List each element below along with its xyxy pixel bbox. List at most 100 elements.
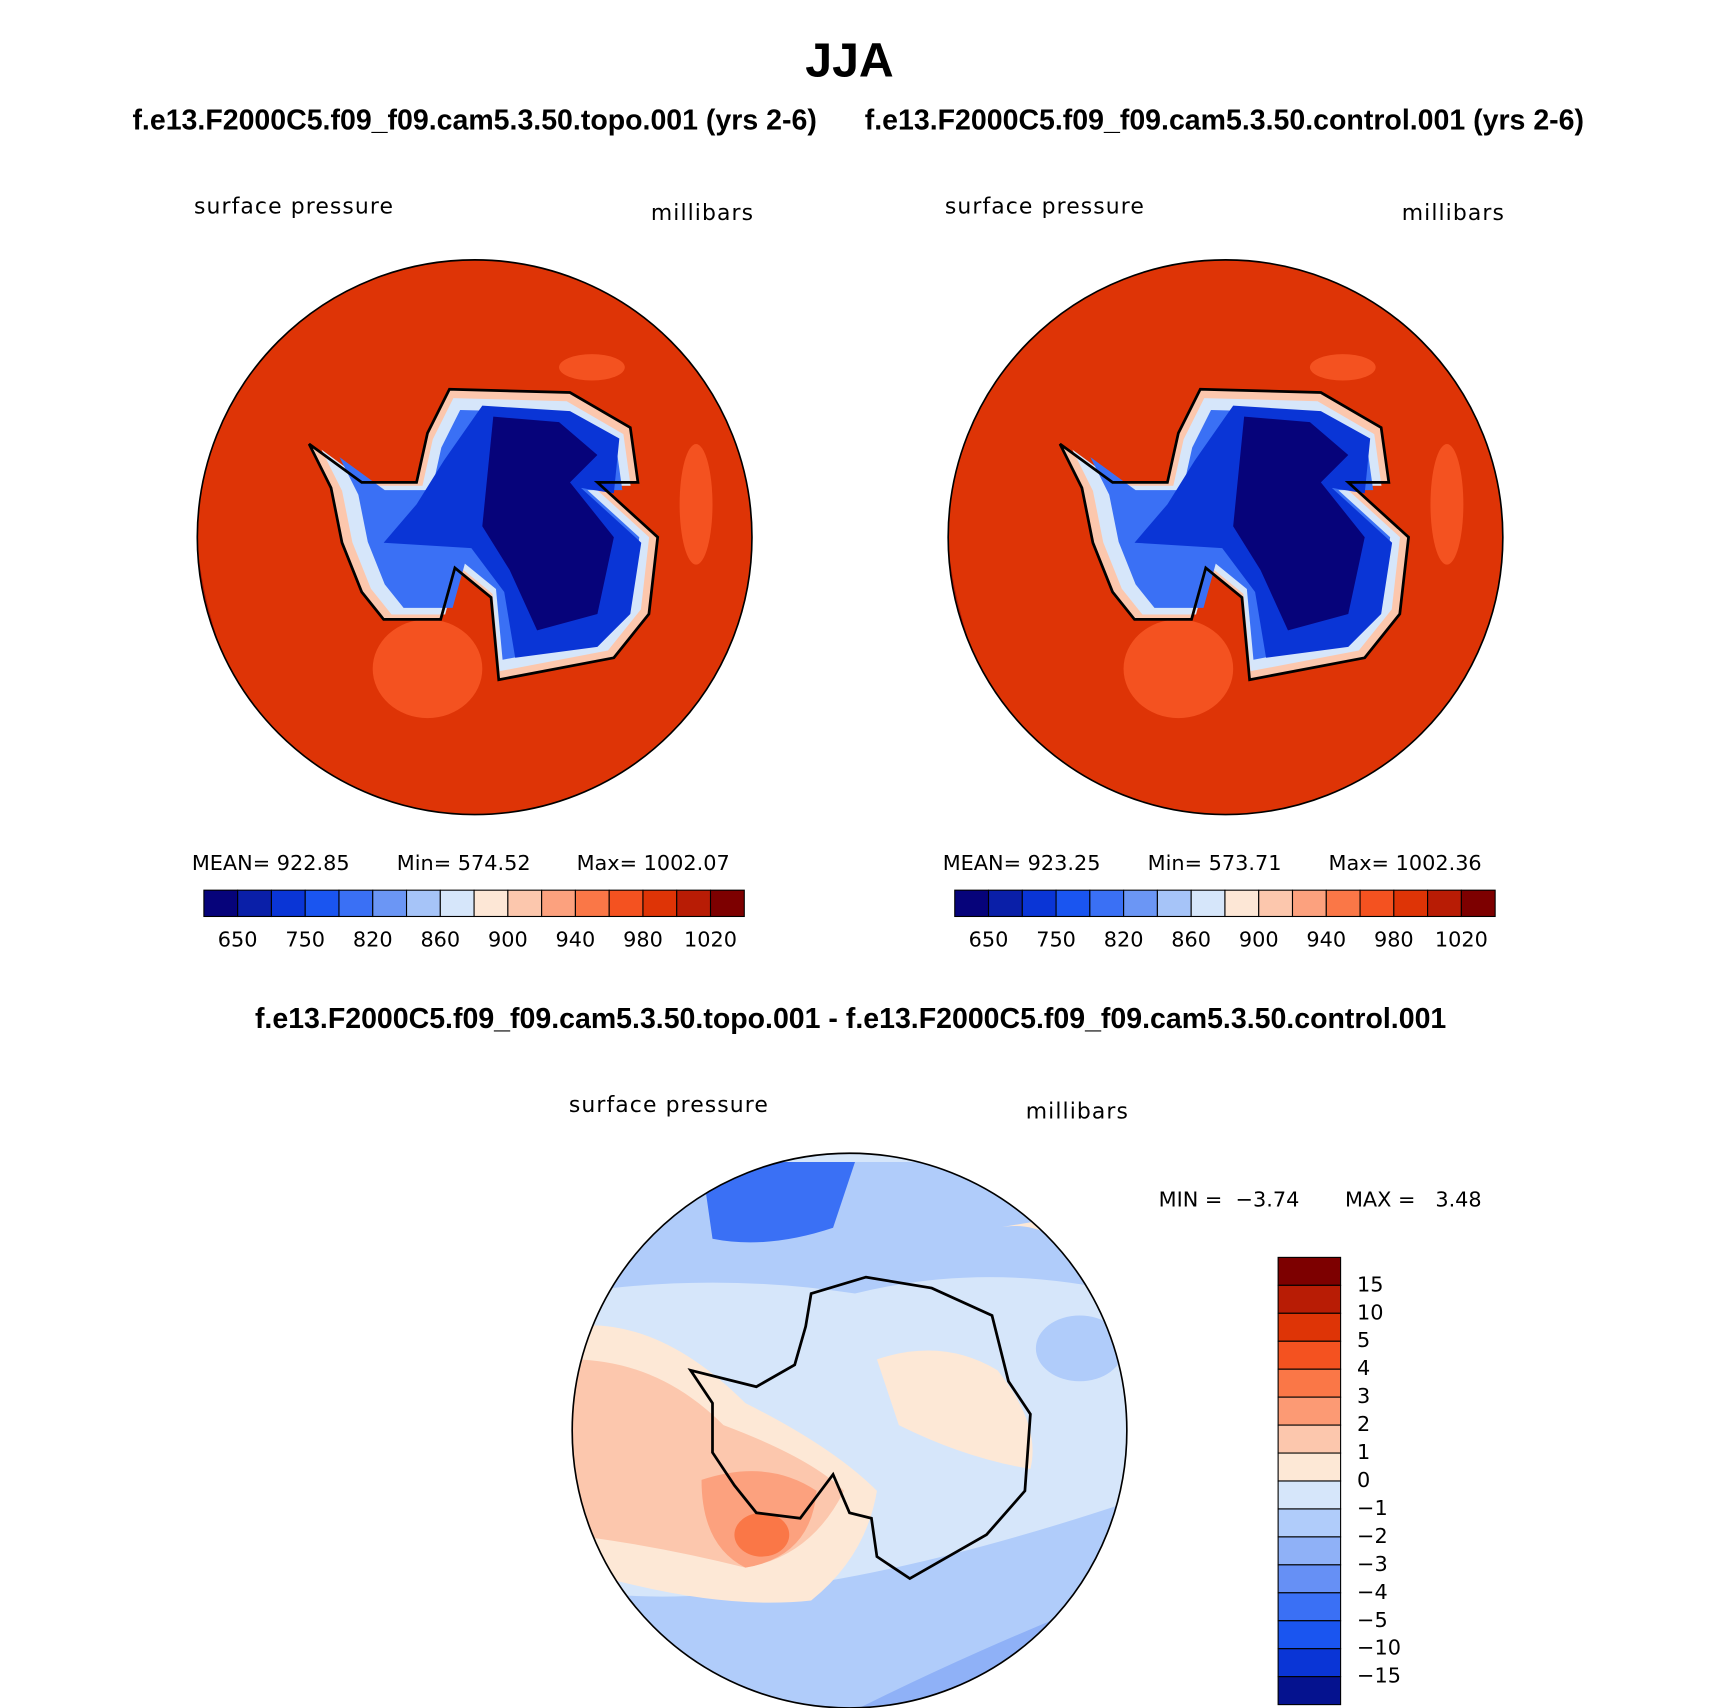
colorbar-box (1055, 889, 1091, 918)
colorbar-box (1277, 1424, 1342, 1454)
colorbar-box (1258, 889, 1294, 918)
colorbar-box (1277, 1564, 1342, 1594)
colorbar-label: 2 (1357, 1412, 1370, 1436)
colorbar-box (338, 889, 374, 918)
colorbar-box (987, 889, 1023, 918)
colorbar-label: 820 (1104, 928, 1144, 952)
colorbar-label: −15 (1357, 1664, 1401, 1688)
stat: MEAN= 922.85 (192, 851, 350, 875)
colorbar-label: 10 (1357, 1300, 1383, 1324)
colorbar-label: −3 (1357, 1552, 1388, 1576)
colorbar-box (1277, 1480, 1342, 1510)
colorbar-box (954, 889, 990, 918)
panel-title: f.e13.F2000C5.f09_f09.cam5.3.50.control.… (865, 104, 1584, 136)
colorbar-box (203, 889, 239, 918)
colorbar-label: −1 (1357, 1496, 1388, 1520)
colorbar-box (709, 889, 745, 918)
colorbar-box (1224, 889, 1260, 918)
colorbar-box (507, 889, 543, 918)
panel-title: f.e13.F2000C5.f09_f09.cam5.3.50.topo.001… (132, 104, 816, 136)
colorbar-label: 940 (1306, 928, 1346, 952)
units-label: millibars (1026, 1100, 1129, 1125)
colorbar-label: 3 (1357, 1384, 1370, 1408)
colorbar-label: 750 (1036, 928, 1076, 952)
colorbar-box (1277, 1312, 1342, 1342)
colorbar-box (1277, 1676, 1342, 1706)
colorbar-box (1325, 889, 1361, 918)
colorbar-box (1277, 1508, 1342, 1538)
units-label: millibars (1402, 201, 1505, 226)
stat: MIN = −3.74 (1159, 1187, 1300, 1211)
colorbar-label: 860 (420, 928, 460, 952)
colorbar-label: 860 (1171, 928, 1211, 952)
colorbar-box (1291, 889, 1327, 918)
colorbar-box (1277, 1648, 1342, 1678)
colorbar-box (1277, 1620, 1342, 1650)
colorbar-label: 900 (488, 928, 528, 952)
colorbar-box (574, 889, 610, 918)
panel-title: f.e13.F2000C5.f09_f09.cam5.3.50.topo.001… (255, 1003, 1446, 1035)
colorbar-box (1427, 889, 1462, 918)
colorbar-label: 1020 (1435, 928, 1488, 952)
colorbar-label: 940 (556, 928, 596, 952)
map (571, 1152, 1128, 1708)
colorbar-label: 650 (969, 928, 1009, 952)
colorbar-box (1156, 889, 1192, 918)
colorbar-box (304, 889, 340, 918)
colorbar-label: 4 (1357, 1356, 1370, 1380)
colorbar-box (439, 889, 475, 918)
colorbar-box (270, 889, 306, 918)
colorbar-label: 750 (285, 928, 325, 952)
main-title: JJA (805, 33, 893, 87)
variable-label: surface pressure (569, 1093, 769, 1118)
colorbar-box (1359, 889, 1395, 918)
colorbar-label: 980 (623, 928, 663, 952)
colorbar-box (1277, 1256, 1342, 1286)
colorbar-label: 0 (1357, 1468, 1370, 1492)
colorbar-box (642, 889, 678, 918)
colorbar-box (1089, 889, 1125, 918)
colorbar-label: 15 (1357, 1272, 1383, 1296)
colorbar-box (1460, 889, 1496, 918)
colorbar-label: −10 (1357, 1636, 1401, 1660)
panel: f.e13.F2000C5.f09_f09.cam5.3.50.topo.001… (132, 104, 816, 875)
colorbar-box (237, 889, 272, 918)
colorbar-label: 980 (1374, 928, 1414, 952)
colorbar-box (1277, 1284, 1342, 1314)
difference-panel: f.e13.F2000C5.f09_f09.cam5.3.50.topo.001… (255, 1003, 1482, 1708)
colorbar-box (1190, 889, 1226, 918)
colorbar-box (372, 889, 408, 918)
variable-label: surface pressure (945, 194, 1145, 219)
colorbar-box (1123, 889, 1158, 918)
colorbar-label: 1 (1357, 1440, 1370, 1464)
map (915, 260, 1503, 833)
colorbar-box (541, 889, 576, 918)
colorbar-box (608, 889, 644, 918)
colorbar-box (1277, 1592, 1342, 1622)
colorbar-box (1277, 1368, 1342, 1398)
colorbar-label: −2 (1357, 1524, 1388, 1548)
units-label: millibars (651, 201, 754, 226)
colorbar-label: 820 (353, 928, 393, 952)
variable-label: surface pressure (194, 194, 394, 219)
colorbar-box (1277, 1340, 1342, 1370)
colorbar-label: 5 (1357, 1328, 1370, 1352)
stat: Max= 1002.07 (577, 851, 730, 875)
stat: Min= 574.52 (397, 851, 531, 875)
colorbar-box (676, 889, 712, 918)
colorbar-box (405, 889, 441, 918)
colorbar-label: 900 (1239, 928, 1279, 952)
stat: Min= 573.71 (1148, 851, 1282, 875)
stat: MEAN= 923.25 (943, 851, 1101, 875)
panel: f.e13.F2000C5.f09_f09.cam5.3.50.control.… (865, 104, 1584, 875)
colorbar-box (1277, 1452, 1342, 1482)
colorbar-label: −5 (1357, 1608, 1388, 1632)
map (164, 260, 752, 833)
colorbar-label: 650 (218, 928, 258, 952)
stat: MAX = 3.48 (1345, 1187, 1482, 1211)
colorbar-box (1021, 889, 1057, 918)
colorbar-box (1393, 889, 1429, 918)
colorbar-box (1277, 1396, 1342, 1426)
colorbar-box (473, 889, 509, 918)
